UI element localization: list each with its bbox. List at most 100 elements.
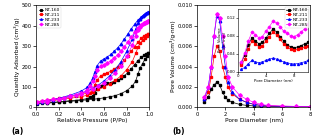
- NT-285: [212, 35, 216, 37]
- NT-285: [226, 76, 230, 78]
- Line: NT-211: NT-211: [36, 33, 149, 103]
- NT-233: [91, 88, 95, 89]
- NT-211: [221, 66, 224, 67]
- NT-211: [139, 42, 142, 44]
- NT-160: [245, 105, 248, 106]
- Line: NT-285: NT-285: [203, 12, 312, 108]
- NT-233: [218, 20, 222, 22]
- Line: NT-285: NT-285: [36, 20, 149, 104]
- NT-285: [207, 86, 210, 88]
- NT-211: [136, 46, 140, 48]
- NT-160: [207, 96, 210, 98]
- NT-285: [62, 97, 66, 98]
- NT-285: [102, 82, 106, 84]
- NT-233: [68, 95, 72, 97]
- NT-211: [202, 98, 206, 100]
- NT-233: [141, 15, 144, 17]
- NT-211: [35, 101, 39, 103]
- NT-160: [238, 104, 241, 105]
- Legend: NT-160, NT-211, NT-233, NT-285: NT-160, NT-211, NT-233, NT-285: [285, 7, 309, 28]
- NT-160: [51, 102, 55, 103]
- NT-233: [212, 35, 216, 37]
- NT-160: [79, 100, 83, 101]
- NT-285: [91, 89, 95, 90]
- NT-233: [266, 105, 270, 107]
- NT-160: [35, 103, 39, 105]
- NT-160: [62, 101, 66, 103]
- NT-285: [96, 86, 100, 87]
- NT-160: [102, 97, 106, 99]
- NT-285: [57, 98, 61, 100]
- NT-211: [134, 52, 138, 54]
- NT-160: [215, 81, 219, 83]
- NT-211: [245, 101, 248, 103]
- NT-285: [114, 72, 117, 74]
- NT-233: [96, 84, 100, 86]
- NT-211: [74, 95, 77, 96]
- NT-160: [96, 98, 100, 100]
- NT-233: [136, 22, 140, 24]
- NT-233: [143, 13, 147, 15]
- NT-285: [79, 93, 83, 94]
- NT-211: [85, 92, 89, 94]
- X-axis label: Relative Pressure (P/Po): Relative Pressure (P/Po): [57, 118, 128, 123]
- NT-211: [215, 45, 219, 47]
- NT-285: [74, 94, 77, 96]
- NT-233: [74, 94, 77, 96]
- NT-285: [145, 21, 149, 23]
- NT-160: [295, 106, 298, 108]
- NT-160: [85, 99, 89, 101]
- NT-233: [309, 106, 312, 108]
- NT-160: [259, 106, 263, 107]
- NT-233: [79, 92, 83, 94]
- NT-160: [266, 106, 270, 107]
- NT-233: [226, 81, 230, 83]
- NT-285: [143, 22, 147, 23]
- NT-285: [215, 13, 219, 14]
- NT-211: [143, 37, 147, 38]
- NT-160: [202, 101, 206, 103]
- NT-160: [223, 96, 227, 98]
- NT-285: [125, 56, 129, 57]
- NT-233: [238, 98, 241, 100]
- NT-233: [51, 99, 55, 101]
- NT-160: [134, 80, 138, 82]
- NT-285: [238, 94, 241, 96]
- NT-285: [130, 44, 134, 46]
- NT-211: [68, 96, 72, 97]
- NT-285: [108, 78, 111, 79]
- NT-211: [108, 83, 111, 85]
- NT-233: [223, 66, 227, 67]
- NT-160: [57, 101, 61, 103]
- NT-211: [280, 106, 284, 107]
- NT-160: [146, 52, 150, 54]
- NT-211: [62, 97, 66, 98]
- NT-233: [207, 86, 210, 88]
- NT-211: [57, 98, 61, 99]
- NT-160: [130, 85, 134, 87]
- NT-160: [309, 106, 312, 108]
- NT-160: [252, 105, 256, 107]
- NT-285: [134, 35, 138, 37]
- NT-285: [68, 96, 72, 97]
- NT-285: [266, 105, 270, 106]
- NT-160: [108, 96, 111, 98]
- NT-211: [125, 69, 129, 70]
- NT-211: [266, 105, 270, 107]
- NT-233: [134, 28, 138, 30]
- NT-233: [85, 90, 89, 92]
- NT-160: [218, 84, 222, 86]
- NT-160: [226, 100, 230, 101]
- NT-160: [119, 93, 123, 94]
- NT-211: [91, 91, 95, 92]
- NT-160: [221, 91, 224, 93]
- Line: NT-233: NT-233: [203, 14, 312, 108]
- NT-285: [223, 56, 227, 57]
- Line: NT-160: NT-160: [36, 52, 149, 105]
- NT-285: [45, 100, 49, 101]
- NT-211: [130, 61, 134, 62]
- NT-211: [51, 98, 55, 100]
- NT-211: [252, 104, 256, 105]
- NT-233: [259, 105, 263, 106]
- NT-233: [35, 102, 39, 104]
